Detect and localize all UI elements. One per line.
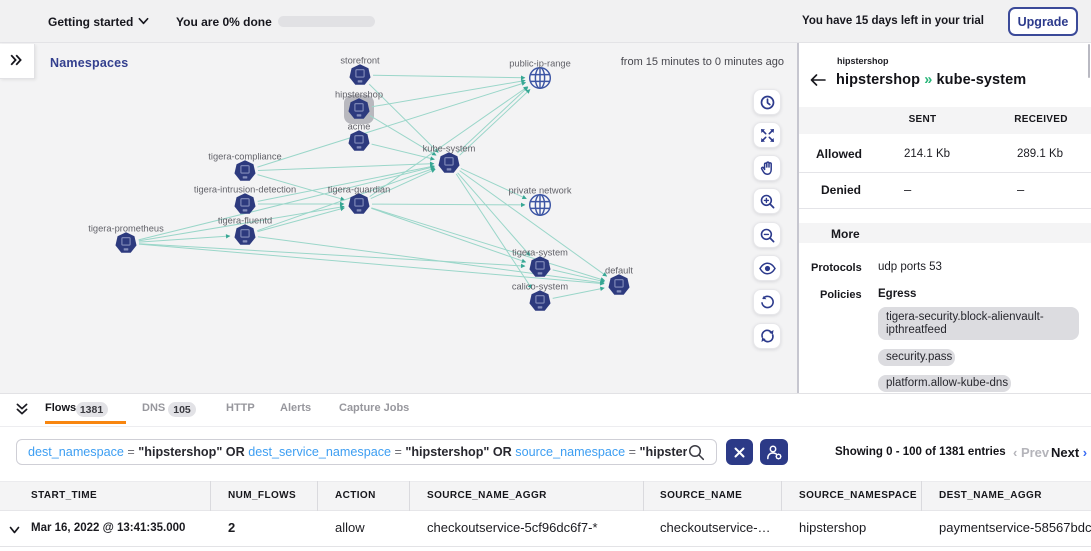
svg-text:tigera-system: tigera-system	[512, 248, 568, 258]
svg-text:default: default	[605, 266, 633, 276]
svg-text:tigera-intrusion-detection: tigera-intrusion-detection	[194, 185, 296, 195]
svg-text:tigera-compliance: tigera-compliance	[208, 152, 281, 162]
svg-text:kube-system: kube-system	[423, 144, 476, 154]
svg-text:acme: acme	[348, 122, 371, 132]
svg-text:public-ip-range: public-ip-range	[509, 59, 571, 69]
svg-text:storefront: storefront	[340, 56, 380, 66]
svg-text:tigera-prometheus: tigera-prometheus	[88, 224, 164, 234]
svg-text:hipstershop: hipstershop	[335, 90, 383, 100]
svg-text:tigera-guardian: tigera-guardian	[328, 185, 391, 195]
svg-text:tigera-fluentd: tigera-fluentd	[218, 216, 272, 226]
svg-text:calico-system: calico-system	[512, 282, 569, 292]
svg-text:private network: private network	[508, 186, 571, 196]
